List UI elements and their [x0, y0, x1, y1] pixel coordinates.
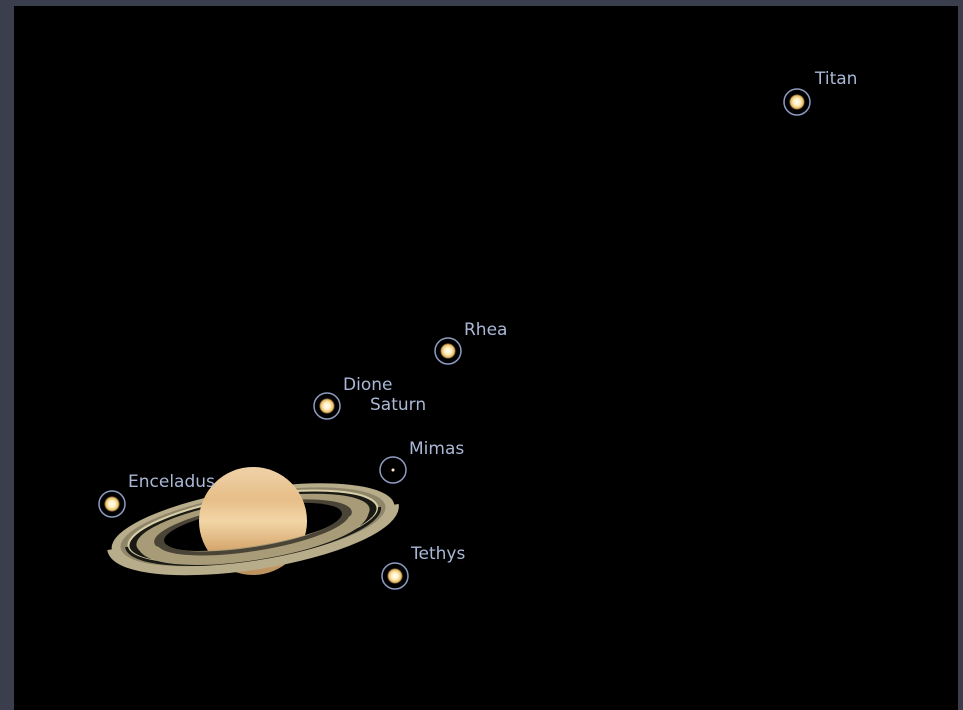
moon [789, 94, 805, 110]
moon [440, 343, 456, 359]
object-label: Dione [343, 375, 392, 395]
marker-ring [783, 88, 811, 116]
moon [387, 568, 403, 584]
marker-ring [379, 456, 407, 484]
object-label: Mimas [409, 439, 464, 459]
object-label: Saturn [370, 395, 426, 415]
moon [104, 496, 120, 512]
marker-ring [381, 562, 409, 590]
object-label: Titan [814, 69, 857, 89]
saturn [107, 467, 399, 576]
viewport [14, 6, 958, 710]
moon [391, 468, 395, 472]
object-label: Enceladus [128, 472, 215, 492]
marker-ring [98, 490, 126, 518]
object-label: Tethys [410, 544, 465, 564]
marker-ring [313, 392, 341, 420]
moon [319, 398, 335, 414]
object-label: Rhea [464, 320, 507, 340]
marker-ring [434, 337, 462, 365]
